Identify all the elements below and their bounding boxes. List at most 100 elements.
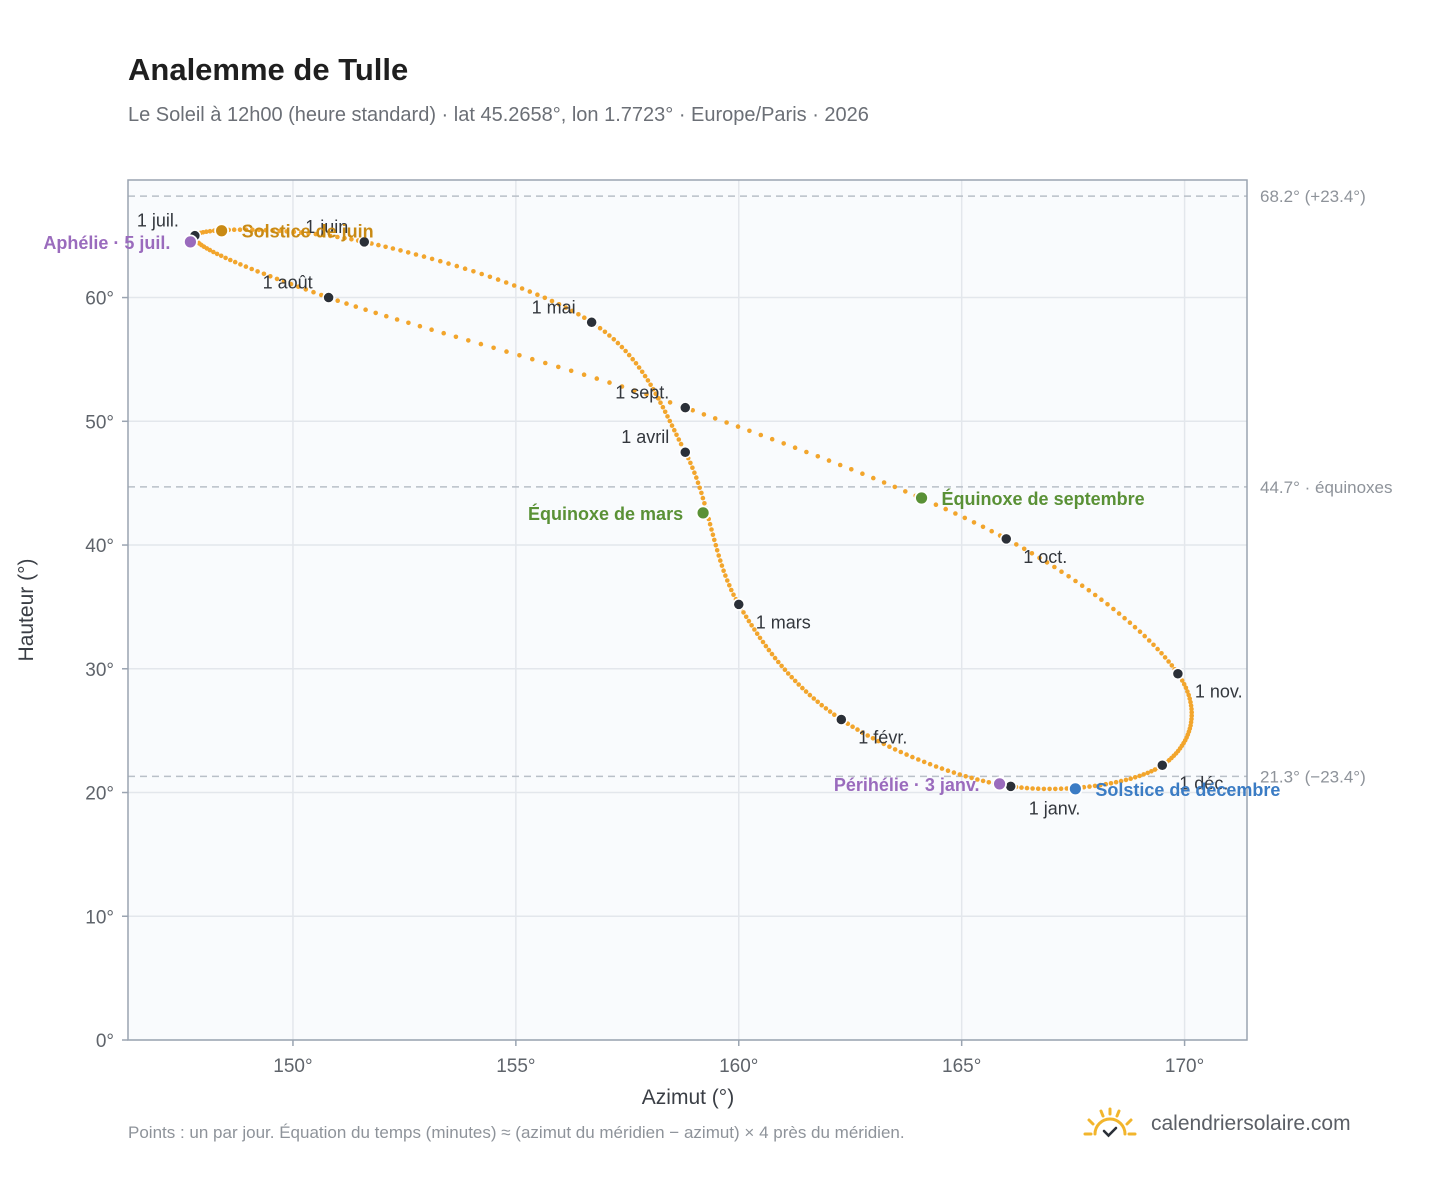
daily-point: [413, 252, 419, 257]
month-marker: [1171, 667, 1185, 680]
daily-point: [504, 349, 509, 354]
month-marker: [1000, 532, 1013, 546]
daily-point: [1183, 685, 1189, 691]
daily-point: [1189, 710, 1194, 715]
daily-point: [723, 573, 728, 578]
daily-point: [731, 592, 736, 597]
daily-point: [727, 583, 732, 588]
daily-point: [1181, 681, 1187, 687]
daily-point: [1099, 597, 1104, 602]
daily-point: [549, 298, 555, 304]
daily-point: [421, 254, 427, 259]
daily-point: [760, 639, 766, 645]
daily-point: [849, 467, 854, 472]
daily-point: [291, 229, 297, 235]
month-marker-label: 1 juin: [305, 217, 348, 237]
daily-point: [707, 521, 713, 527]
daily-point: [776, 659, 781, 665]
chart-title: Analemme de Tulle: [128, 52, 409, 87]
daily-point: [989, 528, 994, 534]
daily-point: [699, 490, 704, 496]
brand[interactable]: calendriersolaire.com: [1083, 1104, 1351, 1144]
daily-point: [747, 428, 752, 434]
daily-point: [980, 778, 986, 784]
x-tick-label: 155°: [496, 1056, 535, 1077]
daily-point: [712, 537, 717, 543]
daily-point: [1044, 560, 1050, 565]
daily-point: [702, 501, 707, 506]
event-marker: [1067, 781, 1083, 797]
daily-point: [916, 757, 921, 762]
daily-point: [313, 231, 319, 237]
daily-point: [710, 532, 716, 537]
daily-point: [328, 233, 333, 239]
daily-point: [823, 706, 829, 711]
month-marker-label: 1 avril: [621, 427, 669, 447]
daily-point: [826, 458, 832, 463]
daily-point: [633, 361, 639, 366]
daily-point: [1116, 611, 1122, 616]
daily-point: [556, 364, 561, 370]
event-marker: [914, 490, 929, 506]
daily-point: [429, 327, 434, 333]
daily-point: [725, 578, 730, 583]
daily-point: [933, 502, 939, 508]
daily-point: [855, 727, 860, 732]
daily-point: [1029, 551, 1035, 556]
daily-point: [1092, 592, 1098, 598]
daily-point: [724, 420, 729, 425]
daily-point: [690, 465, 695, 471]
daily-point: [735, 424, 741, 429]
daily-point: [800, 685, 805, 691]
daily-point: [945, 768, 951, 773]
plot-frame: [127, 179, 1248, 1041]
daily-point: [766, 647, 772, 653]
daily-point: [277, 228, 282, 234]
daily-point: [688, 460, 693, 466]
daily-point: [789, 674, 794, 680]
daily-point: [785, 671, 791, 676]
month-marker: [585, 316, 598, 329]
y-tick-label: 10°: [85, 907, 114, 928]
daily-point: [630, 356, 635, 362]
daily-point: [962, 515, 968, 521]
daily-point: [1118, 778, 1124, 784]
daily-point: [729, 587, 734, 593]
reference-line-label: 68.2° (+23.4°): [1260, 187, 1366, 206]
daily-point: [1146, 638, 1152, 643]
footnote: Points : un par jour. Équation du temps …: [128, 1123, 905, 1142]
daily-point: [255, 269, 260, 274]
daily-point: [1155, 646, 1160, 652]
month-marker-label: 1 sept.: [615, 383, 669, 403]
daily-point: [1024, 785, 1030, 791]
daily-point: [827, 709, 833, 714]
daily-point: [870, 736, 876, 741]
daily-point: [692, 470, 697, 476]
x-axis-label: Azimut (°): [642, 1086, 734, 1109]
daily-point: [373, 310, 379, 316]
reference-line-label: 21.3° (−23.4°): [1260, 767, 1366, 786]
daily-point: [819, 702, 824, 708]
y-tick-label: 0°: [96, 1031, 114, 1052]
daily-point: [1052, 564, 1057, 570]
daily-point: [405, 250, 411, 255]
daily-point: [769, 436, 775, 442]
brand-name[interactable]: calendriersolaire.com: [1151, 1112, 1351, 1135]
y-tick-label: 30°: [85, 660, 114, 681]
daily-point: [1108, 781, 1114, 786]
daily-point: [741, 610, 746, 615]
event-label: Équinoxe de septembre: [942, 488, 1145, 509]
daily-point: [1087, 784, 1092, 789]
daily-point: [1141, 772, 1146, 777]
daily-point: [211, 249, 216, 255]
daily-point: [390, 246, 396, 251]
daily-point: [1145, 770, 1150, 776]
daily-point: [632, 388, 637, 393]
daily-point: [939, 766, 945, 771]
reference-line-label: 44.7° · équinoxes: [1260, 478, 1393, 497]
month-marker: [1004, 780, 1017, 793]
daily-point: [963, 774, 968, 779]
daily-point: [1079, 583, 1085, 588]
daily-point: [581, 372, 587, 378]
